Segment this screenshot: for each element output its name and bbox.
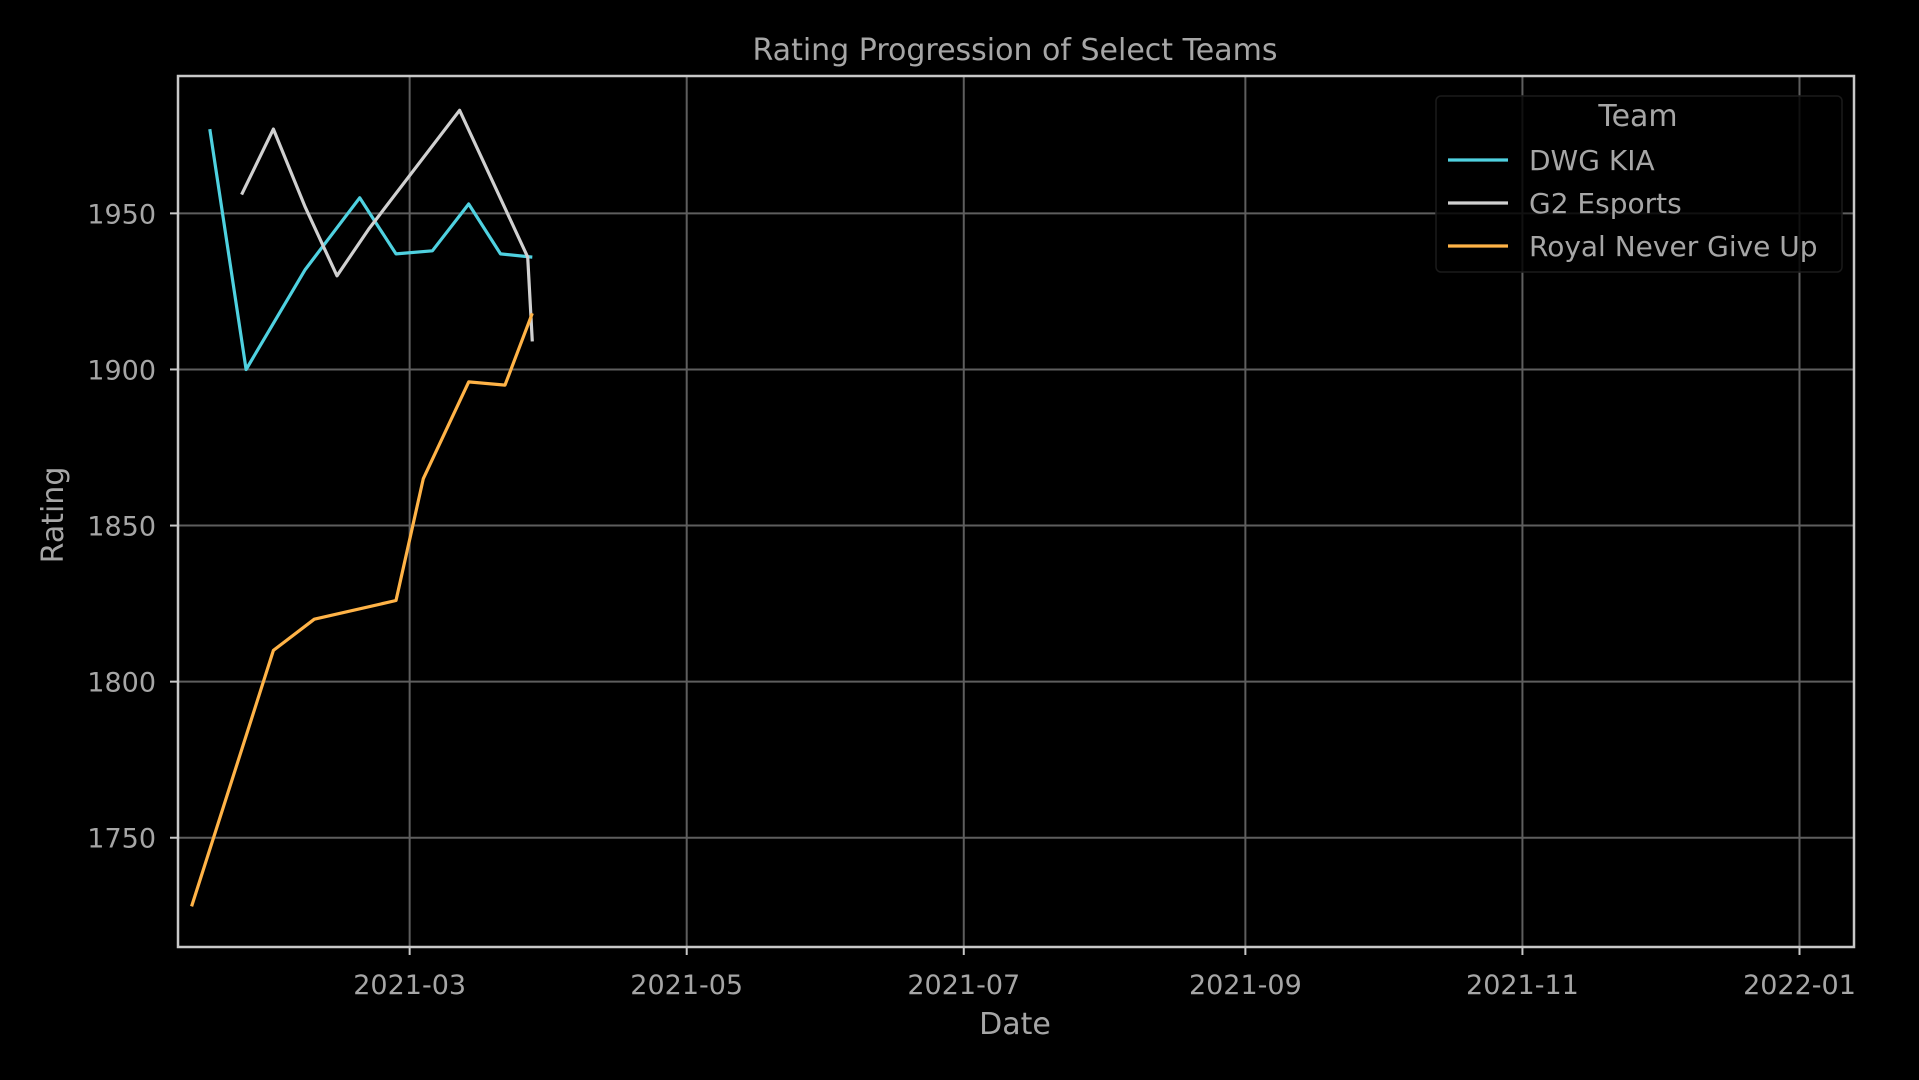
x-tick-label: 2021-09 xyxy=(1189,970,1302,1001)
y-tick-label: 1900 xyxy=(87,355,156,386)
y-tick-label: 1850 xyxy=(87,512,156,543)
y-tick-label: 1800 xyxy=(87,668,156,699)
x-tick-label: 2022-01 xyxy=(1743,970,1856,1001)
chart-title: Rating Progression of Select Teams xyxy=(753,33,1278,68)
x-tick-label: 2021-03 xyxy=(353,970,466,1001)
legend-label: Royal Never Give Up xyxy=(1529,230,1818,263)
legend: Team DWG KIA G2 Esports Royal Never Give U… xyxy=(1436,96,1842,272)
x-axis-label: Date xyxy=(979,1007,1051,1042)
y-tick-label: 1750 xyxy=(87,824,156,855)
legend-label: G2 Esports xyxy=(1529,187,1682,220)
y-tick-label: 1950 xyxy=(87,199,156,230)
legend-title: Team xyxy=(1597,99,1677,134)
x-tick-label: 2021-05 xyxy=(630,970,743,1001)
legend-label: DWG KIA xyxy=(1529,144,1655,177)
x-tick-label: 2021-11 xyxy=(1466,970,1579,1001)
y-axis-label: Rating xyxy=(36,467,71,564)
x-tick-label: 2021-07 xyxy=(907,970,1020,1001)
